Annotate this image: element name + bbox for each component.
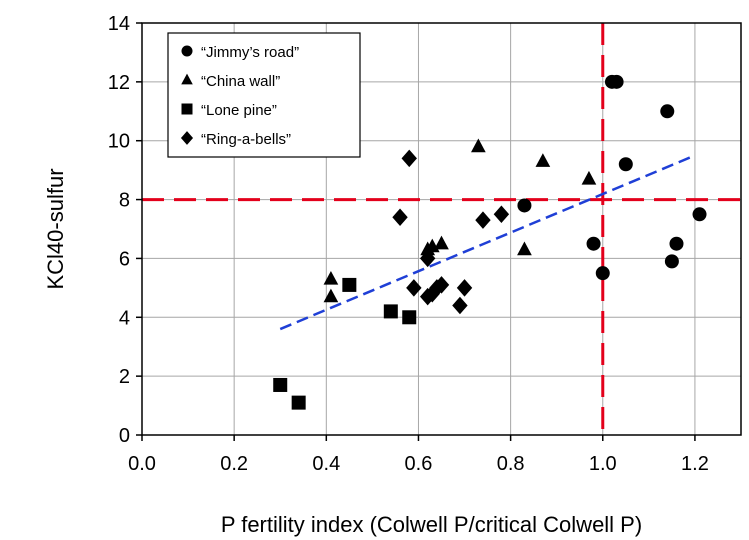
legend-label: “Ring-a-bells” [201,131,291,148]
data-point-circle [517,198,532,213]
x-axis-ticks: 0.0 0.2 0.4 0.6 0.8 1.0 1.2 [128,435,709,475]
data-point-square [291,395,306,410]
y-tick-label: 6 [119,248,130,270]
data-point-circle [660,104,675,119]
data-point-diamond [475,211,491,229]
x-tick-label: 0.0 [128,453,156,475]
regression-line-group [279,154,696,331]
x-tick-label: 0.4 [312,453,340,475]
y-axis-title: KCl40-sulfur [43,168,68,289]
data-point-triangle [323,270,339,285]
data-point-diamond [419,249,436,268]
x-tick-label: 0.2 [220,453,248,475]
legend-box [167,32,361,158]
legend-marker-circle [181,45,193,57]
data-point-circle [595,266,610,281]
x-tick-label: 0.8 [497,453,525,475]
data-point-triangle [535,153,551,167]
data-point-circle [664,254,679,269]
data-point-square [342,277,357,292]
data-point-circle [586,236,601,251]
legend-label: “Lone pine” [201,102,277,119]
y-tick-label: 4 [119,307,130,329]
y-axis-ticks: 0 2 4 6 8 10 12 14 [108,13,142,447]
data-point-diamond [433,276,450,294]
data-point-circle [609,74,624,89]
x-tick-label: 0.6 [405,453,433,475]
data-point-square [383,304,398,319]
data-point-triangle [581,170,597,185]
data-point-triangle [517,241,532,256]
x-axis-title: P fertility index (Colwell P/critical Co… [221,512,642,537]
y-tick-label: 2 [119,366,130,388]
data-point-diamond [401,149,417,168]
data-point-diamond [493,205,510,224]
legend-marker-diamond [180,131,194,145]
y-tick-label: 8 [119,190,130,212]
data-point-circle [618,157,633,172]
legend-marker-triangle [181,73,193,85]
legend-label: “China wall” [201,73,280,90]
data-point-circle [692,207,707,222]
data-point-triangle [471,138,486,153]
y-tick-label: 10 [108,131,130,153]
x-tick-label: 1.2 [681,453,709,475]
y-tick-label: 0 [119,425,130,447]
y-tick-label: 14 [108,13,130,35]
data-point-diamond [452,296,468,315]
data-point-diamond [456,279,473,297]
regression-line [279,154,696,331]
legend-marker-square [181,103,193,115]
data-point-diamond [392,208,408,226]
data-point-circle [669,236,684,251]
data-point-triangle [434,235,449,250]
y-tick-label: 12 [108,72,130,94]
x-tick-label: 1.0 [589,453,617,475]
legend-label: “Jimmy’s road” [201,44,299,61]
data-point-square [273,377,288,392]
legend: “Jimmy’s road” “China wall” “Lone pine” “Ri… [167,32,361,158]
data-point-triangle [323,288,339,303]
plot-frame [141,22,742,436]
data-points [273,74,707,410]
data-point-square [402,310,417,325]
data-point-diamond [406,279,422,297]
reference-lines [142,23,741,435]
